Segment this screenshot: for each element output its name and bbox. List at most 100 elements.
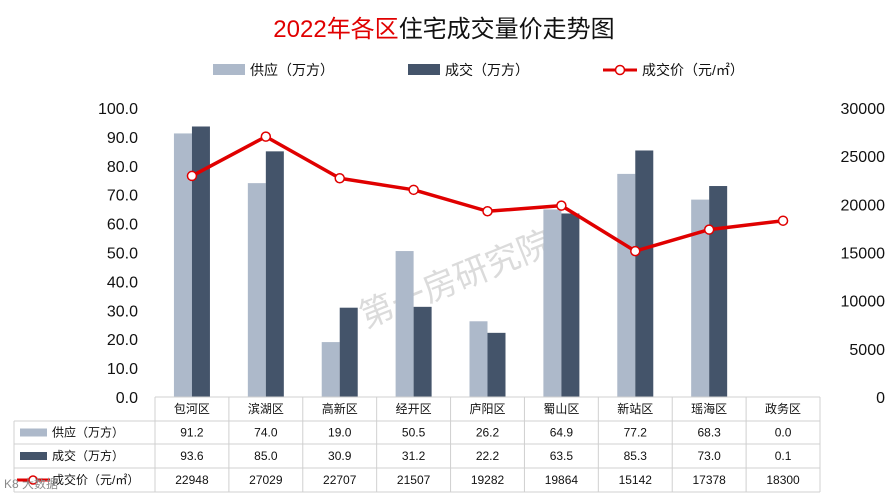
right-axis-tick-label: 30000 [841,101,886,118]
price-point [186,170,198,182]
price-point [777,215,789,226]
bar-supply [395,251,414,397]
left-axis-tick-label: 90.0 [107,130,138,147]
table-cell: 22.2 [476,449,500,463]
left-axis-tick-label: 20.0 [107,332,138,349]
price-point [482,206,493,217]
table-cell: 73.0 [697,449,721,463]
price-point [556,200,567,211]
price-point [703,224,715,235]
legend-swatch-price-marker [614,64,626,76]
table-row-label: 供应（万方） [52,425,124,440]
bars [173,126,802,398]
right-axis-tick-label: 15000 [841,246,886,263]
left-axis-tick-label: 40.0 [107,274,138,291]
table-cell: 15142 [619,473,653,487]
bar-supply [543,209,562,397]
bar-supply [617,173,636,397]
bar-supply [691,199,710,397]
bar-deal [339,307,358,397]
table-cell: 27029 [249,473,283,487]
right-axis-tick-label: 20000 [841,197,886,214]
table-cell: 93.6 [180,449,204,463]
price-line [186,131,789,257]
left-axis-tick-label: 80.0 [107,159,138,176]
table-cell: 18300 [766,473,800,487]
table-cell: 19.0 [328,426,352,440]
bar-deal [191,126,210,397]
left-axis-tick-label: 70.0 [107,188,138,205]
table-cell: 74.0 [254,426,278,440]
table-cell: 17378 [692,473,726,487]
table-cell: 19864 [545,473,579,487]
bar-supply [469,321,488,397]
table-cell: 22948 [175,473,209,487]
table-cell: 91.2 [180,426,204,440]
right-axis-tick-label: 25000 [841,149,886,166]
watermark: 第一房研究院 [354,224,557,336]
bar-supply [321,342,340,397]
category-label: 包河区 [174,402,210,416]
table-row-label: 成交（万方） [52,448,124,463]
table-row-label: 成交价（元/㎡） [52,472,139,487]
chart-title-year: 2022年各区 [273,16,398,43]
right-axis-tick-label: 10000 [841,294,886,311]
left-axis-tick-label: 0.0 [116,390,138,407]
price-point [408,184,419,196]
category-label: 瑶海区 [691,401,727,416]
table-cell: 31.2 [402,449,426,463]
corner-brand: K8 大数据 [4,476,58,491]
left-axis-tick-label: 30.0 [107,303,138,320]
price-point [260,131,272,142]
table-cell: 22707 [323,473,357,487]
right-axis-tick-label: 5000 [849,342,885,359]
right-axis-tick-label: 0 [876,390,885,407]
bar-deal [487,332,506,397]
legend-label-price: 成交价（元/㎡） [642,62,744,78]
table-key-price-marker [28,475,38,485]
bar-deal [561,213,580,397]
left-axis-tick-label: 100.0 [98,101,138,118]
category-label: 政务区 [765,401,801,416]
bar-deal [413,306,432,397]
price-point [334,173,345,184]
chart-title: 2022年各区住宅成交量价走势图 [273,16,614,43]
legend-label-supply: 供应（万方） [250,62,334,78]
table-cell: 0.1 [775,449,792,463]
table-cell: 21507 [397,473,431,487]
table-cell: 30.9 [328,449,352,463]
table-cell: 77.2 [624,426,648,440]
left-axis-tick-label: 60.0 [107,217,138,234]
table-cell: 19282 [471,473,505,487]
table-cell: 63.5 [550,449,574,463]
bar-deal [265,151,284,397]
legend-label-deal: 成交（万方） [445,62,529,78]
category-label: 庐阳区 [469,401,505,416]
table-cell: 50.5 [402,426,426,440]
table-key-supply [20,428,47,437]
category-label: 新站区 [617,401,653,416]
bar-supply [247,183,266,397]
bar-deal [635,150,654,397]
table-cell: 68.3 [697,426,721,440]
table-cell: 26.2 [476,426,500,440]
category-label: 经开区 [396,402,432,416]
table-key-deal [20,452,47,460]
bar-deal [709,186,728,397]
table-cell: 85.0 [254,449,278,463]
legend: 供应（万方） 成交（万方） 成交价（元/㎡） [213,62,744,78]
category-label: 滨湖区 [248,401,284,416]
legend-swatch-supply [213,64,245,75]
category-label: 高新区 [322,401,358,416]
bar-supply [173,133,192,397]
table-cell: 85.3 [624,449,648,463]
left-axis-tick-label: 10.0 [107,361,138,378]
category-label: 蜀山区 [543,402,579,416]
price-point [630,245,641,257]
legend-swatch-deal [408,64,440,75]
chart-title-rest: 住宅成交量价走势图 [399,16,615,43]
left-axis-tick-label: 50.0 [107,246,138,263]
